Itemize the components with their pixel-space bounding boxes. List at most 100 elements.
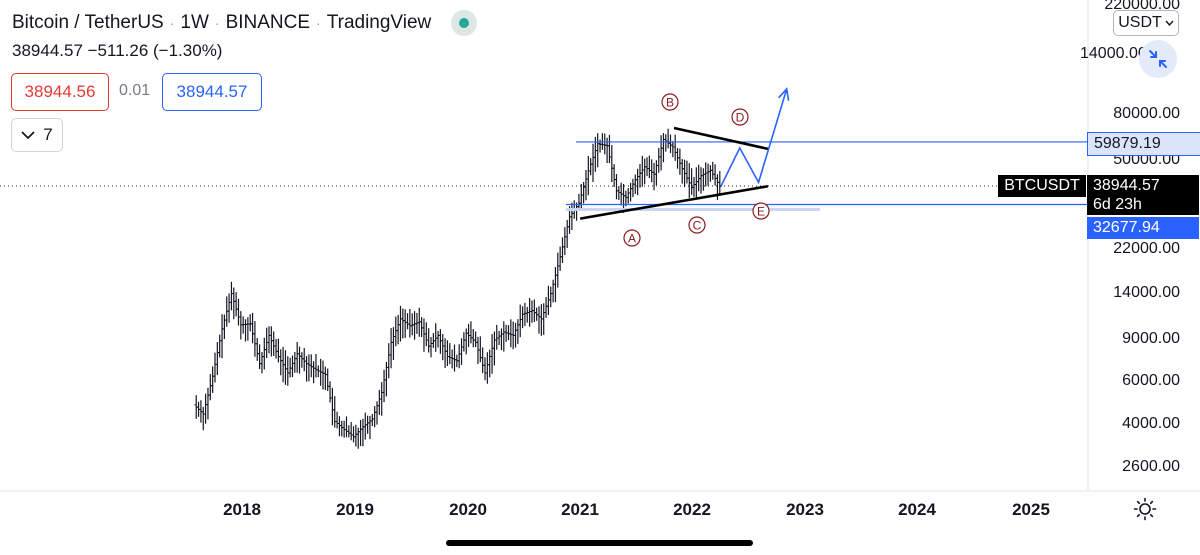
ohlc-bar — [710, 161, 715, 180]
wave-label-c[interactable]: C — [688, 216, 706, 234]
ohlc-bar — [602, 133, 607, 155]
buy-button[interactable]: 38944.57 — [162, 73, 262, 111]
ohlc-bar — [267, 326, 271, 354]
ohlc-bar — [614, 174, 619, 200]
ohlc-bar — [638, 163, 642, 188]
ohlc-bar — [222, 314, 227, 340]
ohlc-bar — [685, 160, 689, 184]
ohlc-bar — [490, 334, 494, 374]
ohlc-bar — [640, 155, 645, 187]
ohlc-bar — [408, 309, 412, 338]
ohlc-bar — [415, 312, 419, 334]
ohlc-bar — [231, 287, 236, 320]
source-label: TradingView — [326, 12, 432, 33]
ohlc-bar — [271, 331, 276, 357]
ohlc-bar — [584, 169, 588, 201]
wave-label-d[interactable]: D — [731, 108, 749, 126]
ohlc-bar — [262, 337, 267, 370]
ohlc-bar — [354, 424, 358, 447]
ohlc-bar — [464, 328, 469, 355]
ohlc-bar — [563, 227, 567, 256]
wave-label-e[interactable]: E — [752, 202, 770, 220]
ohlc-bar — [386, 343, 391, 379]
ohlc-bar — [323, 366, 328, 391]
ohlc-bar — [649, 159, 654, 183]
ohlc-bar — [635, 168, 640, 196]
level-upper-tag[interactable]: 59879.19 — [1087, 132, 1200, 156]
ohlc-bar — [337, 416, 342, 437]
ohlc-bar — [525, 306, 530, 323]
ohlc-bar — [220, 314, 224, 359]
ohlc-bar — [375, 401, 379, 425]
symbol-title-row[interactable]: Bitcoin / TetherUS · 1W · BINANCE · Trad… — [12, 10, 478, 36]
ohlc-bar — [332, 396, 337, 428]
ohlc-bar — [656, 147, 661, 173]
ohlc-bar — [541, 303, 546, 335]
triangle-lower-trendline[interactable] — [579, 184, 769, 220]
ohlc-bar — [457, 344, 461, 369]
ohlc-bar — [239, 311, 243, 340]
ohlc-bar — [645, 157, 649, 177]
ohlc-bar — [609, 145, 614, 183]
ohlc-bar — [701, 168, 706, 191]
svg-text:D: D — [736, 111, 745, 125]
interval-label: 1W — [180, 12, 209, 33]
ohlc-bar — [588, 158, 593, 176]
ohlc-bar — [527, 298, 532, 327]
ohlc-bar — [290, 355, 295, 378]
ohlc-bar — [344, 416, 349, 438]
ohlc-bar — [631, 178, 635, 198]
projection-path[interactable] — [720, 88, 788, 187]
ohlc-bar — [433, 323, 438, 352]
ohlc-bar — [478, 336, 483, 363]
title-separator: · — [316, 15, 321, 31]
price-scale-label: 2600.00 — [1122, 458, 1180, 475]
ohlc-bar — [436, 330, 440, 348]
level-lower-tag[interactable]: 32677.94 — [1087, 217, 1199, 239]
chart-settings-button[interactable] — [1133, 497, 1157, 521]
triangle-upper-trendline[interactable] — [673, 126, 769, 151]
ohlc-bar — [339, 420, 344, 437]
ohlc-bar — [675, 148, 680, 169]
ohlc-bar — [537, 306, 541, 334]
ohlc-bar — [647, 155, 652, 179]
ohlc-bar — [215, 342, 220, 376]
ohlc-bar — [708, 165, 713, 182]
wave-label-a[interactable]: A — [623, 229, 641, 247]
ohlc-bar — [426, 328, 431, 353]
price-scale-label: 9000.00 — [1122, 330, 1180, 347]
ohlc-bar — [349, 421, 353, 441]
indicators-toggle-button[interactable]: 7 — [11, 118, 63, 152]
ohlc-bar — [530, 300, 534, 323]
ohlc-bar — [403, 309, 407, 338]
currency-select[interactable]: USDT — [1113, 10, 1179, 36]
ohlc-bar — [365, 415, 370, 434]
sell-button[interactable]: 38944.56 — [11, 73, 109, 111]
ohlc-bar — [412, 311, 417, 340]
ohlc-bar — [591, 143, 595, 183]
ohlc-bar — [297, 346, 302, 374]
svg-text:E: E — [757, 205, 765, 219]
ohlc-bar — [718, 171, 722, 194]
ohlc-bar — [480, 347, 485, 374]
auto-scale-button[interactable] — [1139, 40, 1177, 78]
ohlc-bar — [398, 305, 403, 342]
ohlc-bar — [234, 292, 238, 317]
ohlc-bar — [389, 328, 393, 369]
wave-label-b[interactable]: B — [661, 93, 679, 111]
price-scale-label: 80000.00 — [1113, 105, 1180, 122]
ohlc-bar — [440, 333, 445, 361]
ohlc-bar — [227, 293, 231, 323]
ohlc-bar — [422, 318, 426, 352]
ohlc-bar — [555, 252, 560, 288]
ohlc-bar — [276, 338, 281, 363]
ohlc-bar — [210, 366, 215, 393]
ohlc-bar — [356, 427, 361, 449]
ohlc-bar — [236, 298, 241, 326]
ohlc-bar — [424, 322, 429, 347]
ohlc-bar — [361, 418, 365, 447]
ohlc-bar — [248, 314, 253, 332]
ohlc-bar — [459, 338, 464, 365]
ohlc-bar — [203, 393, 208, 424]
